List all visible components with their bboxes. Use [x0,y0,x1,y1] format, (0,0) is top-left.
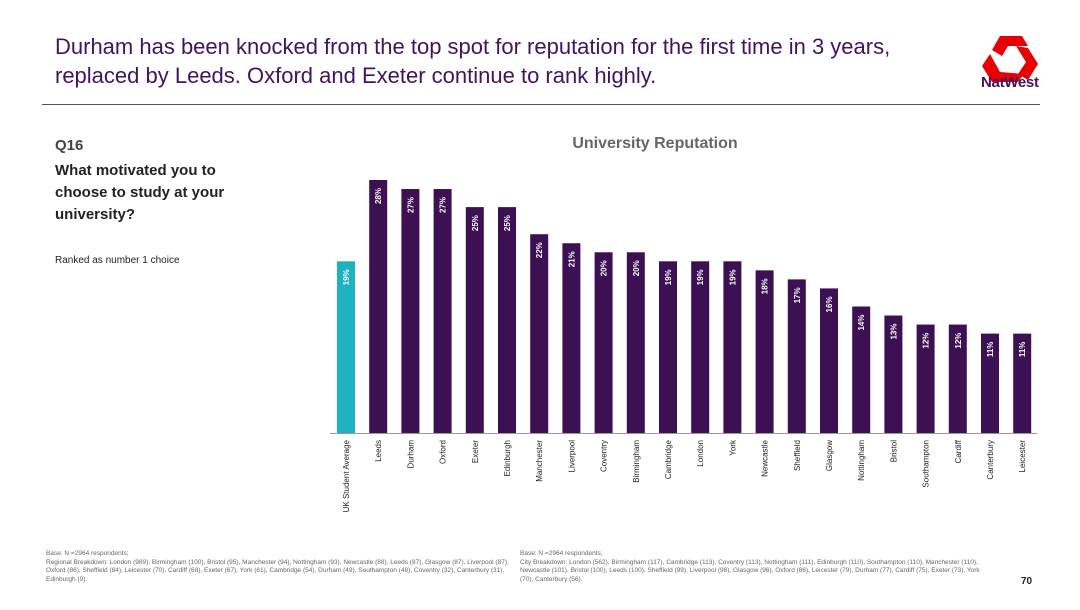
x-tick-label: Bristol [889,440,898,462]
data-label: 14% [857,315,866,331]
data-label: 28% [374,188,383,204]
data-label: 18% [761,278,770,294]
footnote-left-base: Base: N =2964 respondents; [46,550,129,557]
bar [465,207,484,433]
x-tick-label: Cardiff [954,439,963,463]
data-label: 25% [503,215,512,231]
footnote-left: Base: N =2964 respondents; Regional Brea… [46,550,516,584]
bar [916,324,935,433]
x-tick-label: UK Student Average [342,439,351,512]
x-tick-label: York [728,439,737,456]
natwest-logo [982,36,1038,82]
question-number: Q16 [55,137,84,154]
data-label: 13% [889,324,898,340]
data-label: 11% [1018,342,1027,358]
bar [594,252,613,433]
bar [626,252,645,433]
data-label: 12% [954,333,963,349]
x-tick-label: Newcastle [761,439,770,476]
chart-title: University Reputation [572,135,737,152]
footnote-right-text: City Breakdown: London (562), Birmingham… [520,558,980,583]
bar [948,324,967,433]
data-label: 27% [406,197,415,213]
data-label: 22% [535,242,544,258]
x-tick-label: Nottingham [857,440,866,481]
data-label: 17% [793,287,802,303]
x-tick-label: Edinburgh [503,440,512,476]
header-divider [42,104,1040,105]
x-tick-label: Canterbury [986,440,995,480]
data-label: 11% [986,342,995,358]
x-tick-label: Coventry [600,440,609,472]
bar [852,306,871,433]
x-tick-label: Liverpool [567,440,576,473]
bar [401,189,420,433]
page-number: 70 [1021,576,1033,587]
x-tick-label: Exeter [471,440,480,463]
bar [337,261,355,433]
x-tick-label: Leeds [374,440,383,462]
data-label: 12% [922,333,931,349]
bar [530,234,549,433]
x-tick-label: Leicester [1018,440,1027,473]
bar [433,189,452,433]
bar [369,180,388,433]
data-label: 27% [439,197,448,213]
bar [755,270,774,433]
data-label: 20% [600,260,609,276]
data-label: 19% [728,269,737,285]
question-subtitle: Ranked as number 1 choice [55,255,180,266]
x-tick-label: Birmingham [632,440,641,483]
x-tick-label: Oxford [439,440,448,464]
page-title: Durham has been knocked from the top spo… [55,34,891,88]
data-label: 20% [632,260,641,276]
x-tick-label: Sheffield [793,440,802,471]
bar [498,207,516,433]
bar [723,261,742,433]
natwest-logo-text: NatWest [981,74,1039,91]
bar [820,288,838,433]
data-label: 25% [471,215,480,231]
bar [562,243,581,433]
x-tick-label: London [696,440,705,467]
footnote-right: Base: N =2964 respondents; City Breakdow… [520,550,990,584]
data-label: 19% [696,269,705,285]
data-label: 16% [825,296,834,312]
x-tick-label: Manchester [535,440,544,482]
x-tick-label: Southampton [922,440,931,488]
x-tick-label: Cambridge [664,439,673,479]
bar [691,261,710,433]
bar [659,261,677,433]
bar [981,333,999,433]
x-tick-label: Glasgow [825,440,834,471]
footnote-left-text: Regional Breakdown: London (989), Birmin… [46,558,509,583]
data-label: 19% [342,269,351,285]
bar [787,279,806,433]
footnote-right-base: Base: N =2964 respondents; [520,550,603,557]
bar [1013,333,1032,433]
bar [884,315,903,433]
question-text: What motivated you to choose to study at… [55,162,225,223]
x-tick-label: Durham [406,440,415,469]
data-label: 21% [567,251,576,267]
data-label: 19% [664,269,673,285]
